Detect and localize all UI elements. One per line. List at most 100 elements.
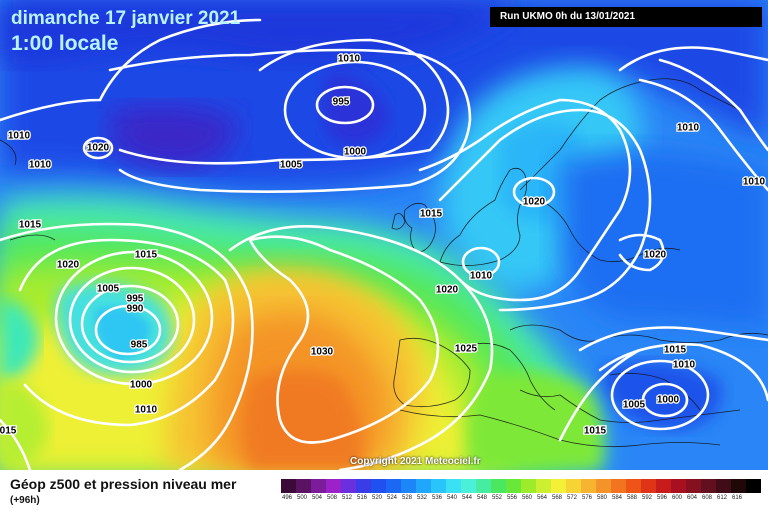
scale-swatch [476, 479, 491, 493]
scale-swatch [581, 479, 596, 493]
isobar-label: 995 [333, 97, 350, 108]
chart-title: Géop z500 et pression niveau mer [10, 476, 237, 492]
scale-tick-label: 568 [551, 495, 562, 501]
isobar-label: 1000 [344, 147, 367, 158]
scale-swatch [716, 479, 731, 493]
scale-tick-label: 608 [701, 495, 712, 501]
isobar-label: 1010 [673, 360, 696, 371]
scale-tick-label: 552 [491, 495, 502, 501]
color-scale: 496 500 504 508 512 516 520 524 528 532 536 540 544 5… [281, 479, 761, 506]
scale-swatch [641, 479, 656, 493]
isobar-label: 985 [131, 340, 148, 351]
copyright-text: Copyright 2021 Meteociel.fr [350, 456, 481, 467]
scale-tick-label: 512 [341, 495, 352, 501]
isobar-label: 1000 [130, 380, 153, 391]
forecast-lead-time: (+96h) [10, 495, 40, 506]
scale-swatch [506, 479, 521, 493]
scale-swatch [701, 479, 716, 493]
scale-swatch [656, 479, 671, 493]
isobar-label: 015 [0, 426, 17, 437]
scale-swatch [326, 479, 341, 493]
isobar-label: 1015 [420, 209, 443, 220]
isobar-label: 1030 [311, 347, 334, 358]
isobar-label: 1025 [455, 344, 478, 355]
isobar-label: 1000 [657, 395, 680, 406]
scale-swatch [536, 479, 551, 493]
scale-tick-label: 600 [671, 495, 682, 501]
map-canvas: 1010 995 1000 1005 1010 1010 1020 1015 1015 1020 1… [0, 0, 768, 470]
scale-swatch [521, 479, 536, 493]
scale-tick-label: 508 [326, 495, 337, 501]
isobar-label: 1015 [584, 426, 607, 437]
scale-tick-label: 584 [611, 495, 622, 501]
scale-swatch [461, 479, 476, 493]
scale-swatch [371, 479, 386, 493]
scale-swatch [401, 479, 416, 493]
scale-tick-label: 616 [731, 495, 742, 501]
scale-swatch [551, 479, 566, 493]
isobar-label: 1015 [135, 250, 158, 261]
forecast-date: dimanche 17 janvier 2021 [11, 8, 241, 29]
scale-swatch [596, 479, 611, 493]
scale-swatch [611, 479, 626, 493]
scale-tick-label: 524 [386, 495, 397, 501]
scale-swatch [566, 479, 581, 493]
forecast-time: 1:00 locale [11, 32, 119, 55]
scale-swatch [446, 479, 461, 493]
scale-tick-label: 548 [476, 495, 487, 501]
scale-swatch [746, 479, 761, 493]
scale-swatch [671, 479, 686, 493]
scale-tick-label: 544 [461, 495, 472, 501]
scale-tick-label: 536 [431, 495, 442, 501]
scale-swatch [281, 479, 296, 493]
isobar-label: 1010 [135, 405, 158, 416]
scale-tick-label: 532 [416, 495, 427, 501]
isobar-label: 1005 [623, 400, 646, 411]
isobar-labels: 1010 995 1000 1005 1010 1010 1020 1015 1015 1020 1… [0, 52, 767, 438]
scale-tick-label: 592 [641, 495, 652, 501]
scale-tick-label: 588 [626, 495, 637, 501]
scale-tick-label: 580 [596, 495, 607, 501]
scale-swatch [386, 479, 401, 493]
scale-swatch [356, 479, 371, 493]
scale-tick-label: 500 [296, 495, 307, 501]
isobar-label: 1010 [29, 160, 52, 171]
scale-swatch [731, 479, 746, 493]
scale-tick-label: 604 [686, 495, 697, 501]
scale-swatch [311, 479, 326, 493]
scale-tick-label: 504 [311, 495, 322, 501]
scale-swatch [626, 479, 641, 493]
scale-swatch [686, 479, 701, 493]
isobar-label: 990 [127, 304, 144, 315]
isobar-label: 1020 [57, 260, 80, 271]
scale-tick-label: 560 [521, 495, 532, 501]
scale-tick-label: 612 [716, 495, 727, 501]
isobar-label: 1005 [97, 284, 120, 295]
scale-tick-label: 540 [446, 495, 457, 501]
scale-tick-label: 596 [656, 495, 667, 501]
isobar-label: 995 [127, 294, 144, 305]
isobar-label: 1020 [523, 197, 546, 208]
isobar-label: 1010 [470, 271, 493, 282]
isobar-label: 1010 [8, 131, 31, 142]
scale-swatch [296, 479, 311, 493]
isobar-label: 1010 [338, 54, 361, 65]
scale-tick-label: 520 [371, 495, 382, 501]
scale-swatch [341, 479, 356, 493]
scale-tick-label: 564 [536, 495, 547, 501]
scale-tick-label: 576 [581, 495, 592, 501]
scale-tick-label: 516 [356, 495, 367, 501]
model-run-badge: Run UKMO 0h du 13/01/2021 [490, 7, 762, 27]
isobar-label: 1015 [19, 220, 42, 231]
legend-bar: Géop z500 et pression niveau mer (+96h) … [0, 470, 768, 512]
scale-tick-label: 528 [401, 495, 412, 501]
isobar-label: 1020 [436, 285, 459, 296]
scale-swatch [491, 479, 506, 493]
isobar-label: 1010 [743, 177, 766, 188]
isobar-label: 1005 [280, 160, 303, 171]
isobar-label: 1020 [87, 143, 110, 154]
isobar-label: 1010 [677, 123, 700, 134]
isobar-label: 1015 [664, 345, 687, 356]
isobar-label: 1020 [644, 250, 667, 261]
